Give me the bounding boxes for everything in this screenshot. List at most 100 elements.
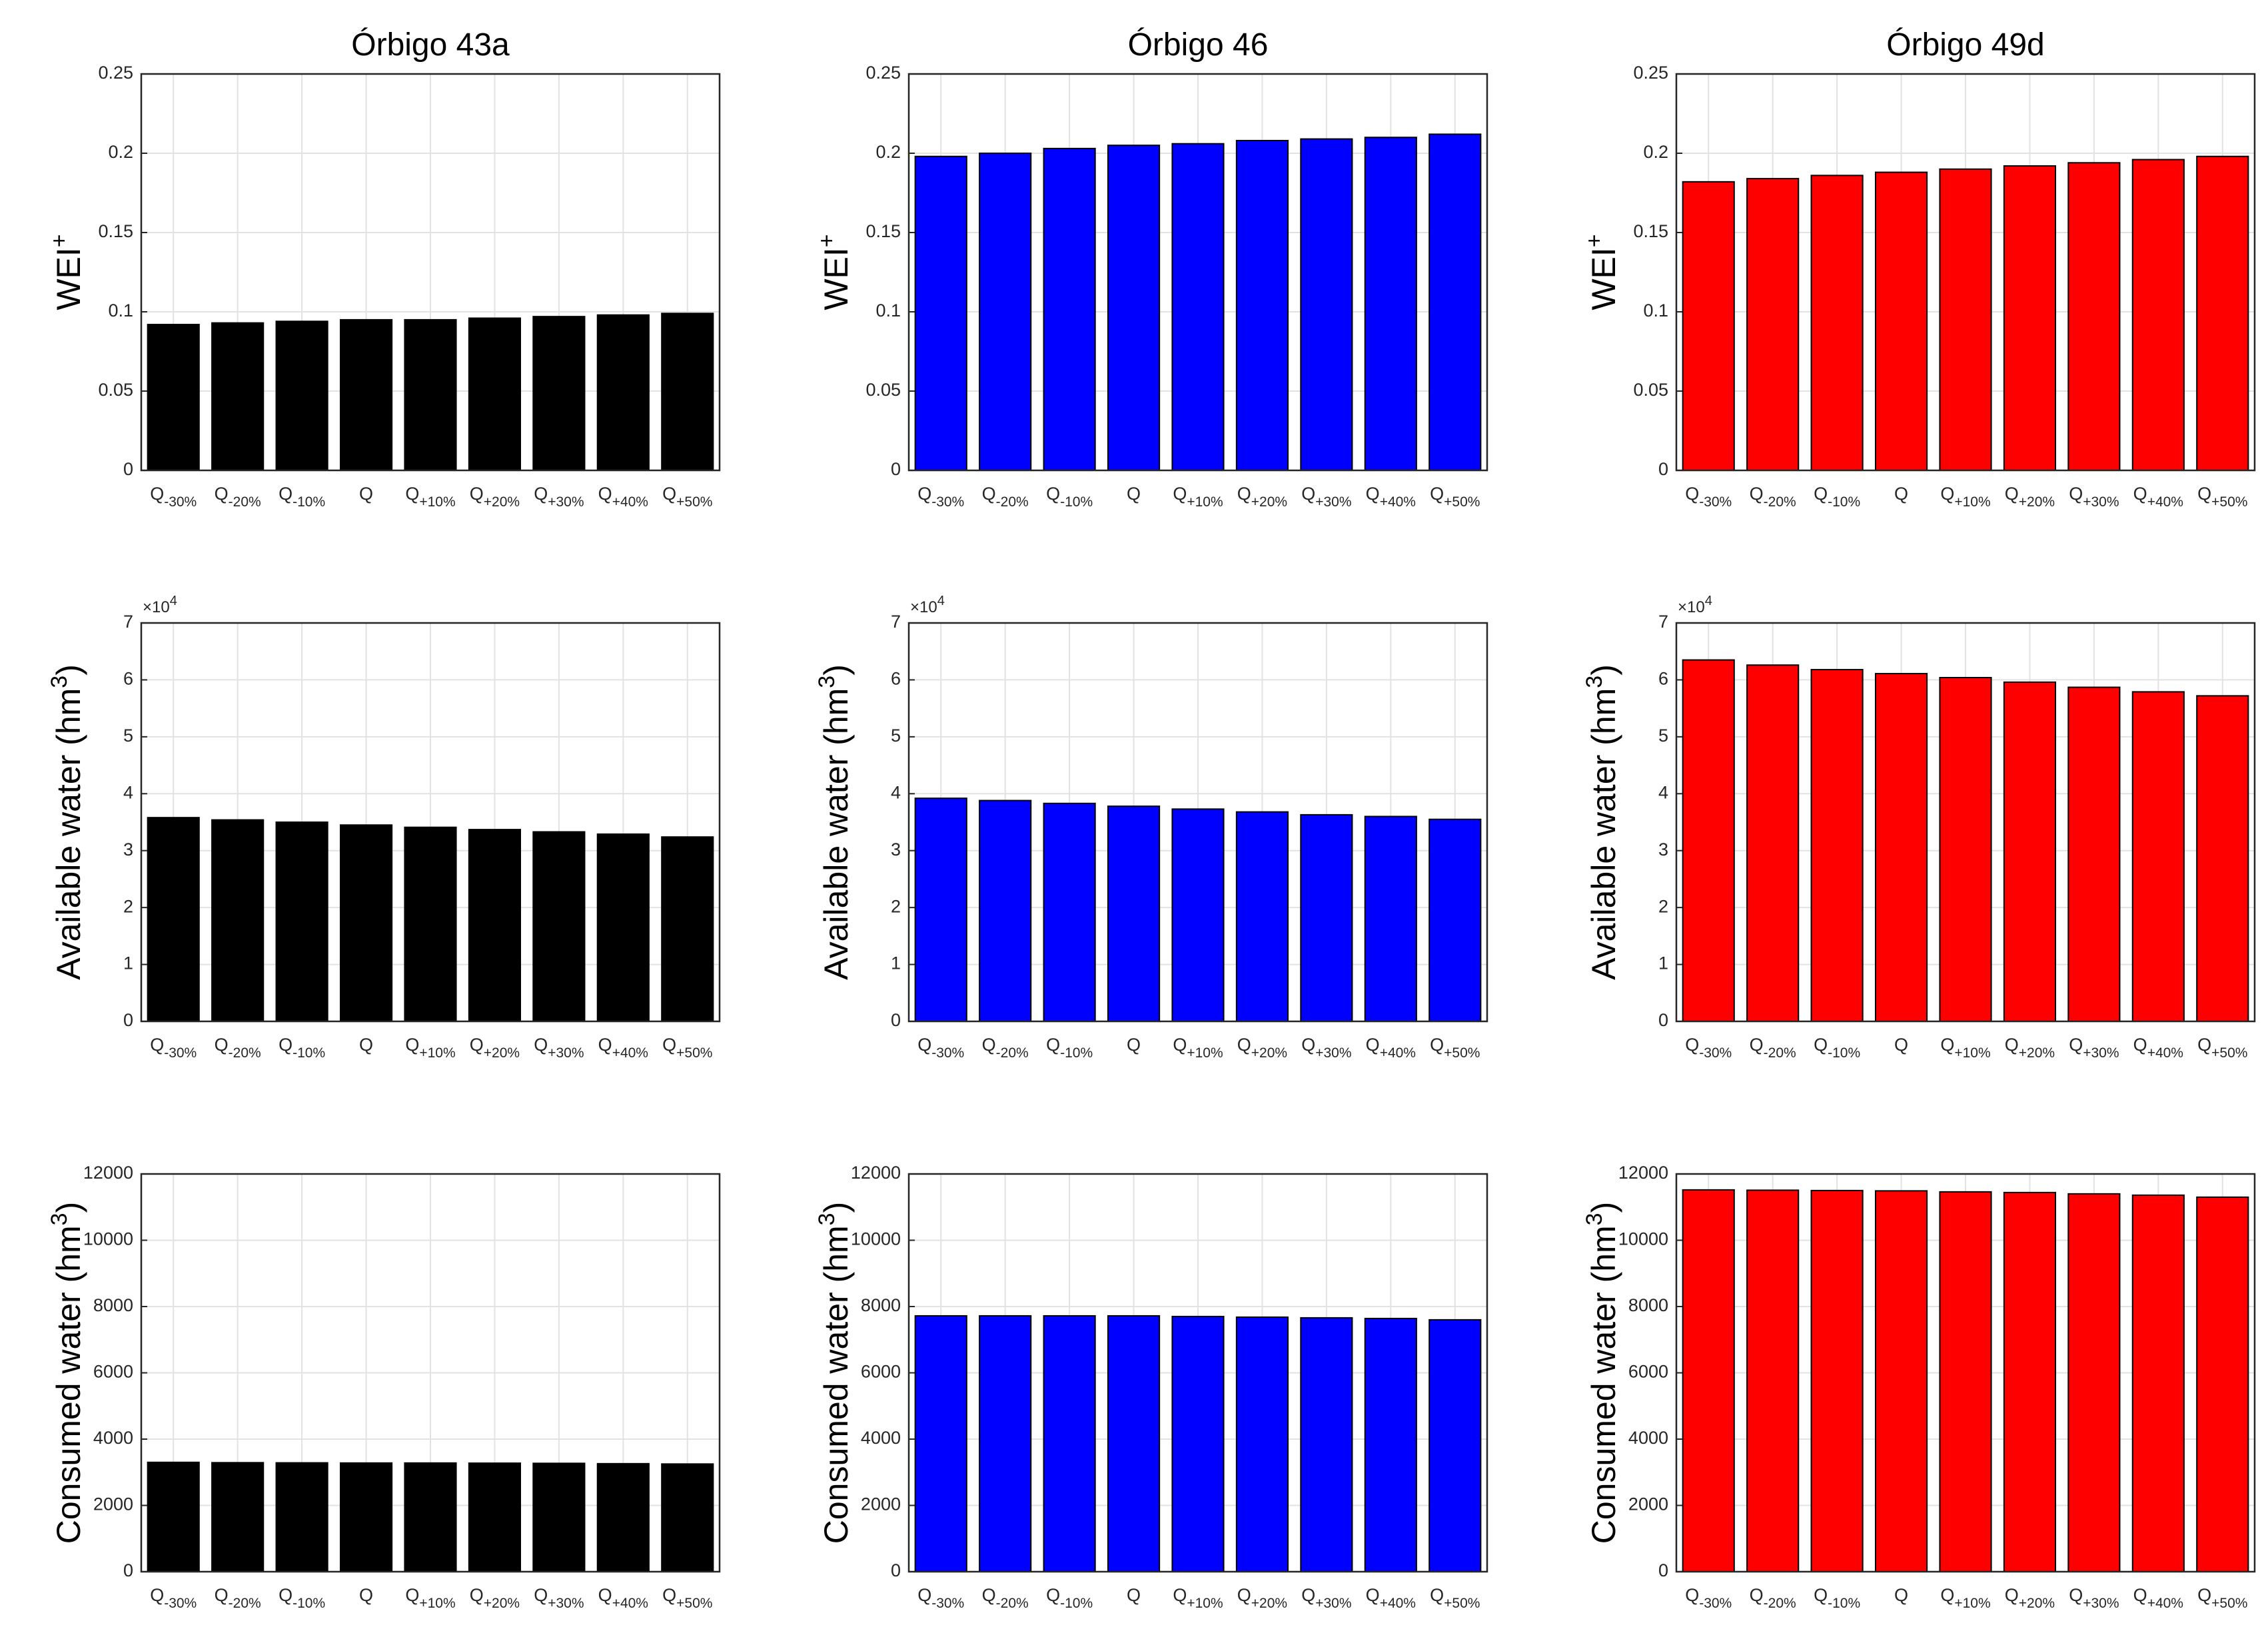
x-tick-label: Q+40% <box>2133 1585 2183 1611</box>
x-tick-label: Q+40% <box>598 1585 648 1611</box>
bar <box>1107 806 1161 1022</box>
panel-r3-c2: 0 2000 4000 6000 8000 10000 12000 Q-30% Q-20% Q-1… <box>814 1163 1488 1611</box>
bar <box>1874 171 1928 471</box>
x-tick-label: Q-10% <box>1046 484 1093 510</box>
x-tick-label: Q+30% <box>2069 1585 2119 1611</box>
bar <box>914 798 967 1022</box>
axes-frame <box>1675 73 2256 472</box>
y-tick-label: 0 <box>891 1560 901 1580</box>
y-axis-label: WEI+ <box>47 234 87 310</box>
x-tick-label: Q <box>1894 1585 1908 1605</box>
bar <box>339 824 393 1023</box>
y-tick-label: 0 <box>1658 1010 1668 1030</box>
panel-r2-c1: 0 1 2 3 4 5 6 7 Q-30% Q-20% Q-10% Q Q+10% Q+20% Q+30% Q… <box>47 594 721 1061</box>
x-tick-label: Q+50% <box>662 1585 712 1611</box>
bar <box>1682 181 1735 471</box>
bar <box>1107 145 1161 471</box>
y-tick-label: 0.05 <box>865 380 901 400</box>
x-tick-label: Q+40% <box>1366 484 1416 510</box>
bar <box>1428 1319 1482 1573</box>
y-tick-label: 6000 <box>861 1362 901 1382</box>
bar <box>1300 138 1353 472</box>
x-tick-label: Q+40% <box>2133 484 2183 510</box>
y-tick-label: 1 <box>123 953 133 973</box>
axes-frame <box>907 73 1488 472</box>
bar <box>979 153 1032 471</box>
x-tick-label: Q+30% <box>534 484 584 510</box>
x-tick-label: Q+40% <box>1366 1585 1416 1611</box>
y-tick-label: 0.05 <box>98 380 133 400</box>
bar <box>1682 1189 1735 1572</box>
bar <box>914 1315 967 1573</box>
x-tick-label: Q-20% <box>1750 484 1796 510</box>
bar <box>1235 1316 1289 1573</box>
x-tick-label: Q+30% <box>1301 484 1351 510</box>
x-tick-label: Q-30% <box>150 1585 197 1611</box>
y-tick-label: 4000 <box>93 1428 133 1448</box>
bar <box>1939 1191 1992 1572</box>
x-tick-label: Q+50% <box>2197 484 2247 510</box>
bar <box>1810 1189 1864 1572</box>
bar <box>661 1463 714 1572</box>
y-multiplier: ×104 <box>143 594 177 616</box>
bar <box>2196 695 2249 1022</box>
x-tick-label: Q+40% <box>1366 1035 1416 1061</box>
bar <box>1746 664 1800 1022</box>
x-tick-label: Q+20% <box>470 1035 520 1061</box>
y-tick-label: 3 <box>1658 839 1668 859</box>
y-tick-label: 6000 <box>1628 1362 1668 1382</box>
x-tick-label: Q+40% <box>598 1035 648 1061</box>
x-tick-label: Q+30% <box>2069 1035 2119 1061</box>
y-tick-label: 5 <box>123 726 133 746</box>
bar <box>2067 162 2121 471</box>
y-tick-label: 0.15 <box>98 221 133 241</box>
bar <box>1810 669 1864 1022</box>
bar <box>661 836 714 1022</box>
y-tick-label: 0.1 <box>1643 300 1668 320</box>
y-tick-label: 4000 <box>1628 1428 1668 1448</box>
y-tick-label: 0 <box>891 1010 901 1030</box>
chart-title: Órbigo 46 <box>1128 27 1269 63</box>
y-tick-label: 0.25 <box>1633 63 1668 83</box>
bar <box>147 1461 200 1572</box>
y-axis-label: WEI+ <box>1582 234 1622 310</box>
y-tick-label: 0.1 <box>108 300 133 320</box>
x-tick-label: Q+20% <box>2005 1035 2055 1061</box>
bar <box>211 1462 265 1573</box>
bar <box>1364 137 1417 471</box>
y-tick-label: 0 <box>123 459 133 479</box>
x-tick-label: Q+30% <box>2069 484 2119 510</box>
x-tick-label: Q-30% <box>917 1035 964 1061</box>
x-tick-label: Q <box>1127 1035 1141 1055</box>
x-tick-label: Q+10% <box>405 1035 455 1061</box>
axes-frame <box>140 73 721 472</box>
bar <box>1300 814 1353 1022</box>
y-tick-label: 7 <box>1658 612 1668 632</box>
x-tick-label: Q-20% <box>1750 1035 1796 1061</box>
y-tick-label: 8000 <box>93 1295 133 1315</box>
x-tick-label: Q-20% <box>982 484 1029 510</box>
x-tick-label: Q-20% <box>215 1035 261 1061</box>
x-tick-label: Q+10% <box>1173 1035 1223 1061</box>
y-tick-label: 4 <box>1658 782 1668 802</box>
y-tick-label: 3 <box>123 839 133 859</box>
bar <box>596 1462 650 1572</box>
x-tick-label: Q+40% <box>2133 1035 2183 1061</box>
x-tick-label: Q-10% <box>1814 1585 1860 1611</box>
bar <box>1171 143 1225 471</box>
x-tick-label: Q+20% <box>470 484 520 510</box>
bar <box>1235 811 1289 1022</box>
x-tick-label: Q+50% <box>662 484 712 510</box>
y-tick-label: 2000 <box>861 1494 901 1514</box>
x-tick-label: Q-20% <box>215 1585 261 1611</box>
bar <box>2003 165 2057 471</box>
y-tick-label: 8000 <box>1628 1295 1668 1315</box>
panel-r2-c3: 0 1 2 3 4 5 6 7 Q-30% Q-20% Q-10% Q Q+10% Q+20% Q+30% Q… <box>1582 594 2256 1061</box>
bar <box>1939 677 1992 1022</box>
bar <box>147 324 200 472</box>
y-tick-label: 5 <box>1658 726 1668 746</box>
y-tick-label: 12000 <box>1618 1163 1668 1183</box>
x-tick-label: Q+30% <box>1301 1035 1351 1061</box>
bar <box>596 833 650 1022</box>
